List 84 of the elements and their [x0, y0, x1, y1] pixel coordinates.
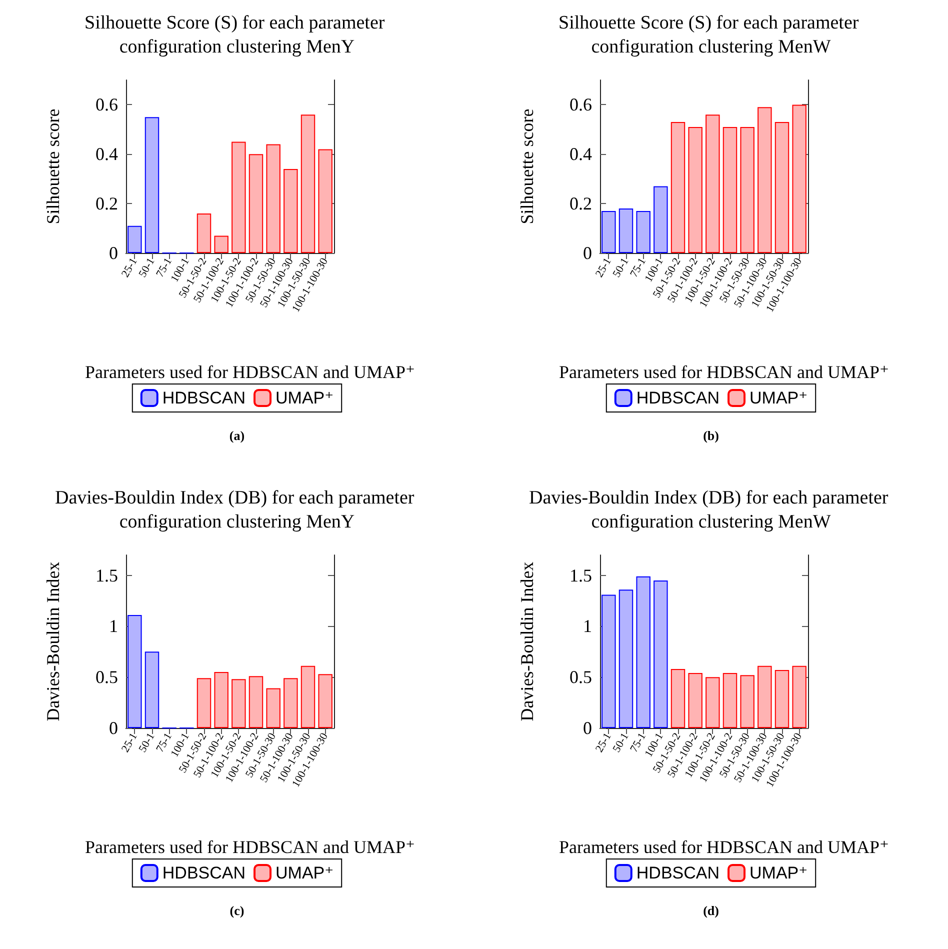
y-tick-label: 1	[109, 616, 118, 636]
y-tick-label: 0.5	[570, 667, 592, 688]
bar	[670, 122, 686, 253]
y-tick-label: 0.2	[570, 194, 592, 214]
chart-title: Davies-Bouldin Index (DB) for each parameter configuration clustering MenW	[528, 488, 894, 532]
legend-label: HDBSCAN	[162, 864, 246, 882]
legend-label: HDBSCAN	[636, 388, 720, 408]
legend-label: UMAP⁺	[276, 864, 334, 882]
y-tick-label: 0.5	[96, 667, 118, 688]
bar	[722, 673, 738, 728]
bar	[706, 114, 720, 253]
bar	[706, 677, 720, 728]
bar	[602, 210, 616, 253]
bar	[266, 144, 280, 253]
bar	[670, 668, 686, 728]
bar	[792, 104, 806, 253]
bar	[248, 154, 264, 253]
bar	[688, 126, 702, 253]
bar	[248, 676, 264, 728]
bar	[618, 590, 634, 728]
bar	[300, 114, 316, 253]
bar	[284, 678, 298, 728]
y-tick-label: 0	[109, 718, 118, 738]
bar	[144, 652, 160, 728]
bar	[758, 107, 772, 253]
x-axis-title: Parameters used for HDBSCAN and UMAP⁺	[559, 362, 889, 382]
x-axis-title: Parameters used for HDBSCAN and UMAP⁺	[85, 837, 415, 857]
bar	[232, 679, 246, 728]
bar	[654, 580, 668, 728]
bar	[636, 576, 650, 728]
bar	[722, 126, 738, 253]
bar	[128, 226, 142, 253]
chart-title: Davies-Bouldin Index (DB) for each parameter configuration clustering MenY	[54, 488, 420, 532]
y-tick-label: 0	[583, 243, 592, 263]
legend-label: HDBSCAN	[636, 864, 720, 882]
y-tick-label: 0.6	[570, 94, 592, 115]
y-tick-label: 0.4	[96, 144, 118, 164]
y-tick-label: 0.4	[570, 144, 592, 164]
y-tick-label: 0.2	[96, 194, 118, 214]
bar	[774, 670, 790, 728]
y-axis-title: Davies-Bouldin Index	[517, 562, 537, 722]
bar	[284, 168, 298, 253]
y-tick-label: 1.5	[96, 565, 118, 586]
y-axis-title: Silhouette score	[517, 108, 537, 224]
bar	[688, 673, 702, 728]
text: (d)	[703, 903, 719, 918]
bar	[618, 208, 634, 253]
text: (c)	[230, 903, 244, 918]
legend-label: HDBSCAN	[162, 388, 246, 408]
legend-label: UMAP⁺	[276, 388, 334, 408]
bar	[654, 186, 668, 253]
text: (a)	[229, 428, 245, 443]
y-tick-label: 0	[109, 243, 118, 263]
y-axis-title: Silhouette score	[43, 108, 63, 224]
bar	[740, 675, 754, 728]
x-axis-title: Parameters used for HDBSCAN and UMAP⁺	[559, 837, 889, 857]
bar	[774, 122, 790, 253]
bar	[318, 674, 332, 728]
y-tick-label: 0.6	[96, 94, 118, 115]
bar	[758, 666, 772, 728]
bar	[196, 678, 212, 728]
bar	[144, 117, 160, 253]
bar	[602, 594, 616, 728]
legend-label: UMAP⁺	[750, 388, 808, 408]
text: (b)	[703, 428, 719, 443]
bar	[232, 142, 246, 253]
bar	[266, 688, 280, 728]
x-axis-title: Parameters used for HDBSCAN and UMAP⁺	[85, 362, 415, 382]
chart-title: Silhouette Score (S) for each parameter configuration clustering MenW	[558, 12, 864, 58]
y-tick-label: 0	[583, 718, 592, 738]
bar	[636, 210, 650, 253]
bar	[740, 126, 754, 253]
y-axis-title: Davies-Bouldin Index	[43, 562, 63, 722]
bar	[214, 236, 228, 253]
bar	[196, 213, 212, 253]
bar	[300, 666, 316, 728]
bar	[214, 672, 228, 728]
y-tick-label: 1	[583, 616, 592, 636]
y-tick-label: 1.5	[570, 565, 592, 586]
legend-label: UMAP⁺	[750, 864, 808, 882]
bar	[792, 666, 806, 728]
chart-title: Silhouette Score (S) for each parameter configuration clustering MenY	[84, 12, 390, 58]
bar	[128, 615, 142, 728]
bar	[318, 149, 332, 253]
